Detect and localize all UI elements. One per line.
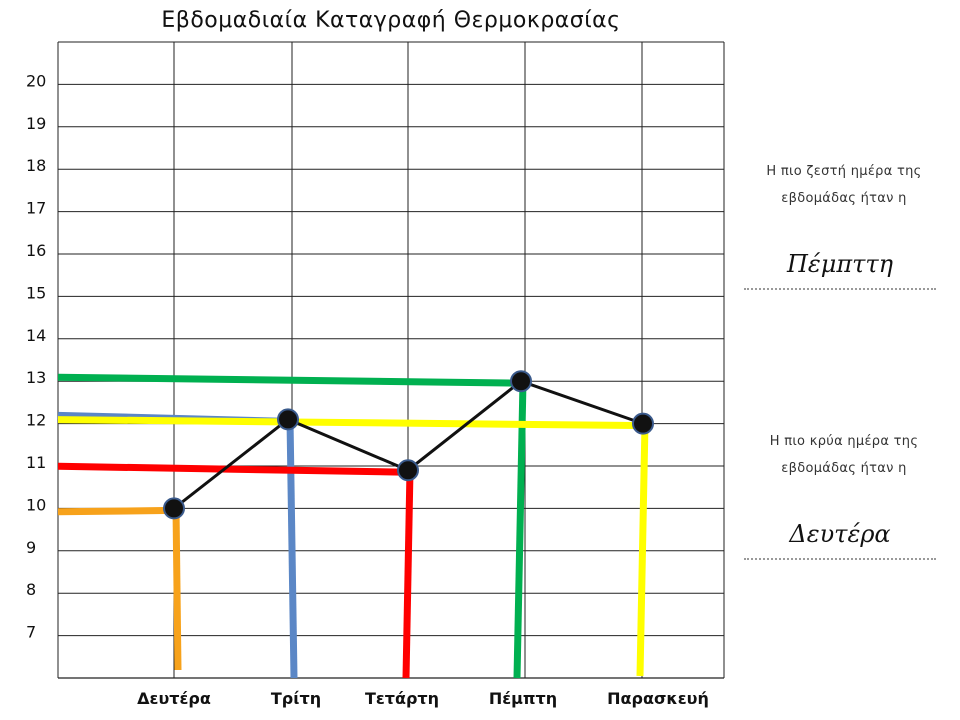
h-guide-0 xyxy=(57,506,175,516)
y-tick-label: 19 xyxy=(26,114,46,133)
y-tick-label: 14 xyxy=(26,326,46,345)
v-guide-0 xyxy=(172,508,182,671)
chart-grid xyxy=(57,41,725,679)
y-tick-label: 7 xyxy=(26,623,36,642)
v-guide-2 xyxy=(402,470,414,679)
x-tick-label: Πέμπτη xyxy=(489,689,557,708)
y-tick-label: 8 xyxy=(26,580,36,599)
temperature-series xyxy=(163,370,654,520)
y-tick-label: 12 xyxy=(26,411,46,430)
h-guide-2 xyxy=(57,462,409,476)
y-tick-label: 13 xyxy=(26,368,46,387)
v-guide-3 xyxy=(513,381,527,679)
data-point xyxy=(632,412,654,435)
y-axis: 7 8 9 10 11 12 13 14 15 16 17 18 19 20 xyxy=(26,71,46,641)
x-tick-label: Τρίτη xyxy=(271,689,321,708)
y-tick-label: 17 xyxy=(26,199,46,218)
h-guide-3 xyxy=(57,373,522,387)
coldest-day-question: Η πιο κρύα ημέρα της εβδομάδας ήταν η xyxy=(769,434,919,476)
x-tick-label: Παρασκευή xyxy=(607,689,709,708)
data-point xyxy=(163,497,185,520)
data-point xyxy=(277,408,299,431)
v-guide-4 xyxy=(636,423,649,677)
y-tick-label: 16 xyxy=(26,241,46,260)
data-point xyxy=(397,459,419,482)
guide-lines xyxy=(57,373,649,679)
chart-title: Εβδομαδιαία Καταγραφή Θερμοκρασίας xyxy=(161,8,621,33)
coldest-day-answer[interactable]: Δευτέρα xyxy=(744,520,936,560)
y-tick-label: 15 xyxy=(26,283,46,302)
x-tick-label: Τετάρτη xyxy=(365,689,439,708)
x-tick-label: Δευτέρα xyxy=(137,689,211,708)
v-guide-1 xyxy=(286,419,298,679)
y-tick-label: 10 xyxy=(26,495,46,514)
y-tick-label: 20 xyxy=(26,71,46,90)
hottest-day-answer[interactable]: Πέμπττη xyxy=(744,250,936,290)
hottest-day-question: Η πιο ζεστή ημέρα της εβδομάδας ήταν η xyxy=(766,164,922,206)
h-guide-4 xyxy=(57,416,644,430)
y-tick-label: 18 xyxy=(26,156,46,175)
data-point xyxy=(510,370,532,393)
y-tick-label: 11 xyxy=(26,453,46,472)
y-tick-label: 9 xyxy=(26,538,36,557)
x-axis: Δευτέρα Τρίτη Τετάρτη Πέμπτη Παρασκευή xyxy=(137,689,709,708)
